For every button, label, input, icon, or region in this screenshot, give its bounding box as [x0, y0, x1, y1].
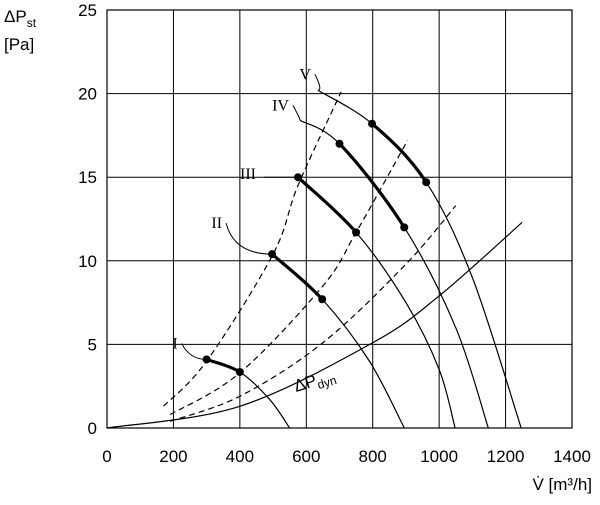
y-tick-label: 5 — [88, 335, 97, 354]
x-tick-label: 1200 — [487, 447, 525, 466]
x-tick-label: 200 — [159, 447, 187, 466]
operating-range — [297, 176, 357, 235]
curve-label: ΔPdyn — [292, 365, 339, 398]
y-tick-label: 20 — [78, 85, 97, 104]
x-tick-label: 600 — [292, 447, 320, 466]
leader-line — [314, 74, 321, 91]
x-tick-label: 1000 — [420, 447, 458, 466]
y-label-subscript: st — [27, 16, 37, 30]
leader-line — [181, 343, 207, 360]
plot-frame — [106, 9, 573, 429]
operating-range — [206, 357, 240, 374]
operating-point — [318, 295, 327, 304]
curve-label-sub: dyn — [316, 373, 339, 392]
operating-range — [272, 252, 323, 302]
curve-label-main: ΔP — [292, 371, 319, 396]
curve-label: IV — [272, 97, 289, 114]
x-tick-label: 1400 — [553, 447, 591, 466]
curve-label: V — [299, 66, 311, 83]
curve — [317, 89, 522, 429]
leader-line — [225, 222, 273, 255]
curve — [299, 119, 489, 429]
y-tick-label: 0 — [88, 419, 97, 438]
y-label-symbol: ΔP — [4, 7, 27, 26]
x-axis-label: V̇ [m³/h] — [532, 475, 592, 494]
curve — [169, 140, 409, 416]
x-tick-label: 0 — [102, 447, 111, 466]
operating-point — [368, 119, 377, 128]
curve-label: III — [240, 166, 256, 183]
leader-line — [292, 105, 301, 121]
operating-point — [422, 178, 431, 187]
operating-point — [235, 367, 244, 376]
operating-range — [339, 141, 405, 231]
curve — [163, 91, 342, 407]
curve-label: II — [211, 215, 222, 232]
operating-point — [400, 223, 409, 232]
x-tick-label: 800 — [359, 447, 387, 466]
y-axis-unit: [Pa] — [4, 35, 34, 54]
curve — [169, 205, 457, 422]
curve-label: I — [172, 335, 177, 352]
y-tick-label: 15 — [78, 168, 97, 187]
curve — [206, 358, 291, 429]
curve — [271, 253, 405, 429]
y-axis-label: ΔPst — [4, 7, 37, 30]
x-tick-label: 400 — [226, 447, 254, 466]
y-tick-label: 25 — [78, 1, 97, 20]
y-tick-label: 10 — [78, 252, 97, 271]
operating-range — [372, 121, 427, 186]
operating-point — [335, 139, 344, 148]
curve — [106, 221, 523, 429]
